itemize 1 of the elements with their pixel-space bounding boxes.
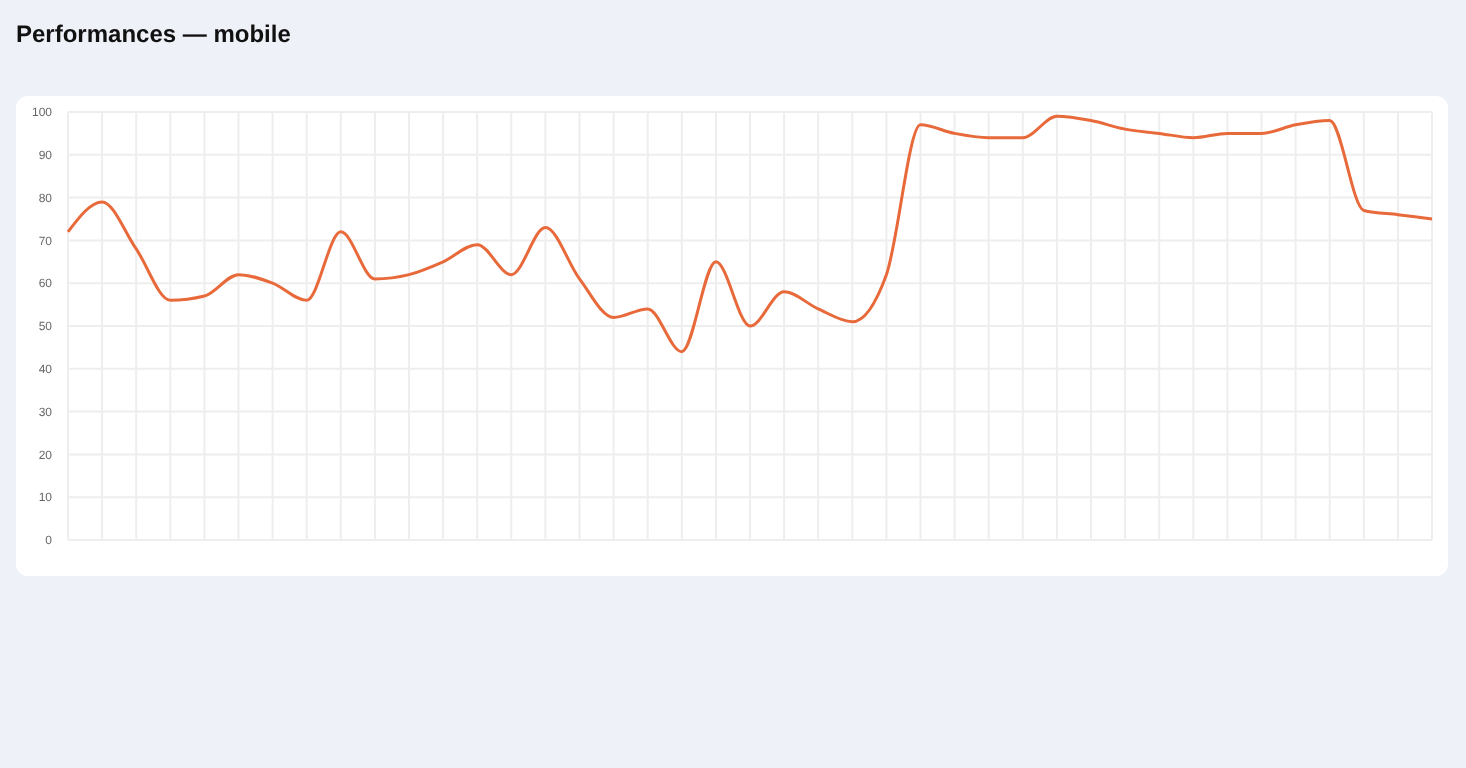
chart-title: Performances — mobile (16, 20, 291, 48)
